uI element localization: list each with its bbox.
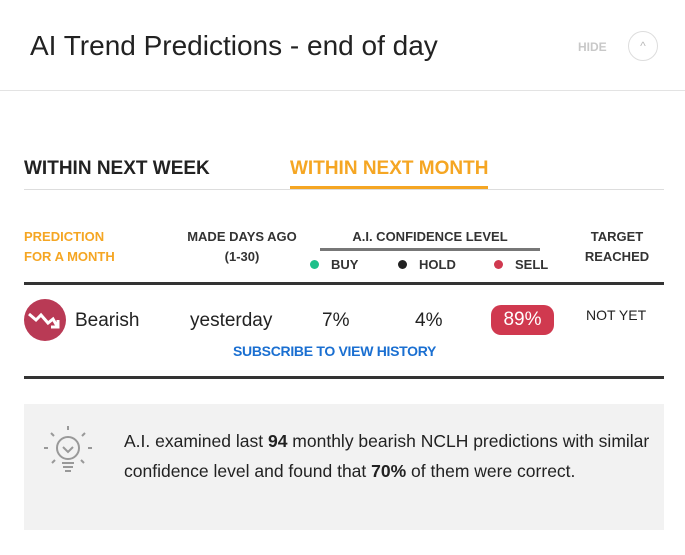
text: of them were correct. [406, 461, 576, 481]
chevron-up-icon: ^ [640, 39, 646, 53]
header-confidence: A.I. CONFIDENCE LEVEL [320, 227, 540, 251]
made-value: yesterday [190, 310, 273, 331]
header-text: TARGET [590, 229, 644, 244]
lightbulb-icon [42, 424, 94, 485]
header-text: FOR A MONTH [24, 249, 115, 264]
tab-within-next-week[interactable]: WITHIN NEXT WEEK [24, 158, 210, 179]
header-text: HOLD [419, 257, 456, 272]
tab-divider [24, 189, 664, 190]
hide-button[interactable]: HIDE [578, 40, 607, 54]
prediction-value: Bearish [75, 310, 140, 331]
sell-dot-icon [494, 260, 503, 269]
header-text: SELL [515, 257, 549, 272]
header-hold: HOLD [398, 255, 456, 275]
insight-message: A.I. examined last 94 monthly bearish NC… [124, 426, 654, 486]
header-text: REACHED [584, 249, 650, 264]
header-sell: SELL [494, 255, 548, 275]
buy-dot-icon [310, 260, 319, 269]
header-text: (1-30) [224, 249, 260, 264]
header-buy: BUY [310, 255, 358, 275]
sell-value-badge: 89% [491, 305, 554, 335]
header-target-reached: TARGET REACHED [570, 227, 664, 267]
bearish-trend-icon [24, 299, 66, 341]
prediction-count: 94 [267, 431, 288, 451]
target-value: NOT YET [586, 307, 647, 323]
header-text: BUY [331, 257, 359, 272]
collapse-button[interactable]: ^ [628, 31, 658, 61]
header-text: PREDICTION [24, 229, 105, 244]
tab-within-next-month[interactable]: WITHIN NEXT MONTH [290, 158, 489, 189]
insight-box [24, 404, 664, 530]
text: A.I. examined last [124, 431, 268, 451]
header-prediction: PREDICTION FOR A MONTH [24, 227, 115, 267]
header: AI Trend Predictions - end of day HIDE ^ [0, 0, 685, 91]
table-header-rule [24, 282, 664, 285]
hold-dot-icon [398, 260, 407, 269]
subscribe-link[interactable]: SUBSCRIBE TO VIEW HISTORY [233, 343, 437, 359]
header-made-days-ago: MADE DAYS AGO (1-30) [172, 227, 312, 267]
page-title: AI Trend Predictions - end of day [30, 30, 438, 61]
text: monthly bearish NCLH predictions with si… [124, 431, 650, 481]
table-bottom-rule [24, 376, 664, 379]
header-text: MADE DAYS AGO [187, 229, 297, 244]
correct-percent: 70% [371, 461, 407, 481]
buy-value: 7% [322, 310, 350, 331]
hold-value: 4% [415, 310, 443, 331]
